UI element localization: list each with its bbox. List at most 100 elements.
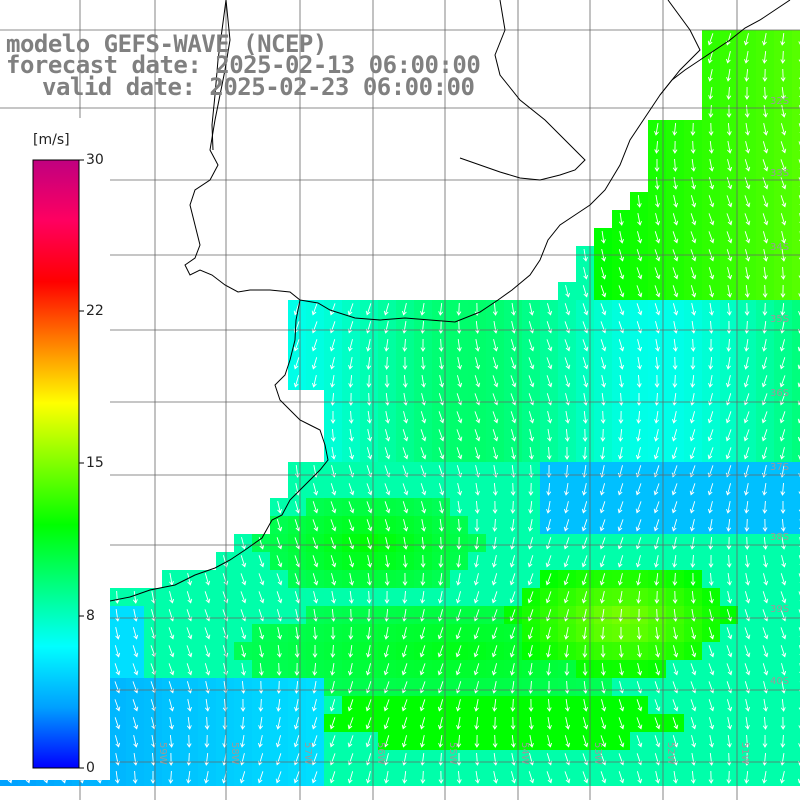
wind-arrow bbox=[690, 717, 697, 730]
wind-arrow bbox=[744, 51, 749, 64]
wind-arrow bbox=[349, 429, 354, 442]
wind-arrow bbox=[204, 627, 211, 640]
wind-arrow bbox=[546, 645, 551, 658]
wind-arrow bbox=[635, 519, 642, 532]
wind-arrow bbox=[689, 411, 696, 424]
wind-arrow bbox=[403, 411, 409, 424]
wind-arrow bbox=[528, 663, 533, 676]
wind-arrow bbox=[456, 554, 462, 568]
wind-arrow bbox=[349, 573, 354, 586]
wind-arrow bbox=[401, 699, 408, 712]
wind-arrow bbox=[672, 392, 678, 406]
wind-arrow bbox=[311, 717, 318, 730]
wind-arrow bbox=[655, 213, 661, 226]
wind-arrow bbox=[726, 357, 731, 370]
wind-arrow bbox=[474, 500, 480, 514]
wind-arrow bbox=[655, 195, 660, 208]
wind-arrow bbox=[582, 285, 589, 298]
wind-arrow bbox=[744, 518, 750, 532]
wind-arrow bbox=[545, 591, 552, 604]
wind-arrow bbox=[564, 428, 570, 442]
wind-arrow bbox=[744, 159, 751, 172]
wind-arrow bbox=[347, 735, 354, 748]
wind-arrow bbox=[690, 645, 697, 658]
wind-arrow bbox=[690, 213, 697, 226]
wind-arrow bbox=[762, 752, 768, 766]
wind-arrow bbox=[617, 483, 624, 496]
wind-arrow bbox=[186, 770, 192, 784]
wind-arrow bbox=[331, 591, 336, 604]
wind-arrow bbox=[600, 662, 606, 676]
wind-arrow bbox=[725, 51, 731, 64]
wind-arrow bbox=[329, 699, 336, 712]
wind-arrow bbox=[491, 555, 497, 568]
wind-arrow bbox=[366, 519, 373, 532]
wind-arrow bbox=[708, 770, 714, 784]
wind-arrow bbox=[311, 375, 317, 388]
wind-arrow bbox=[312, 537, 319, 550]
wind-arrow bbox=[420, 752, 426, 766]
wind-arrow bbox=[707, 429, 714, 442]
wind-arrow bbox=[348, 644, 354, 658]
wind-arrow bbox=[276, 662, 282, 676]
wind-arrow bbox=[781, 663, 787, 676]
wind-arrow bbox=[780, 141, 787, 154]
wind-arrow bbox=[492, 375, 499, 388]
wind-arrow bbox=[582, 644, 588, 658]
wind-arrow bbox=[690, 590, 696, 604]
wind-arrow bbox=[168, 752, 174, 766]
wind-arrow bbox=[419, 645, 426, 658]
colorbar-tick-15: 15 bbox=[86, 455, 104, 471]
wind-arrow bbox=[455, 627, 462, 640]
wind-arrow bbox=[780, 50, 786, 64]
wind-arrow bbox=[708, 338, 714, 352]
wind-cell bbox=[792, 228, 800, 246]
wind-arrow bbox=[780, 627, 787, 640]
wind-arrow bbox=[689, 429, 696, 442]
longitude-label: 52W bbox=[665, 742, 676, 765]
colorbar-unit: [m/s] bbox=[33, 132, 70, 148]
wind-arrow bbox=[311, 339, 318, 352]
coastline bbox=[0, 0, 791, 613]
wind-arrow bbox=[402, 483, 409, 496]
wind-arrow bbox=[492, 482, 498, 496]
wind-arrow bbox=[708, 645, 715, 658]
wind-arrow bbox=[672, 231, 679, 244]
wind-arrow bbox=[637, 645, 642, 658]
wind-arrow bbox=[528, 482, 534, 496]
wind-arrow bbox=[330, 644, 336, 658]
wind-arrow bbox=[528, 339, 535, 352]
wind-arrow bbox=[726, 122, 732, 136]
wind-arrow bbox=[240, 735, 245, 748]
wind-arrow bbox=[420, 590, 426, 604]
wind-arrow bbox=[366, 410, 372, 424]
wind-arrow bbox=[402, 338, 408, 352]
wind-cell bbox=[792, 354, 800, 372]
wind-arrow bbox=[114, 717, 121, 730]
wind-cell bbox=[792, 156, 800, 174]
wind-arrow bbox=[329, 357, 335, 370]
wind-arrow bbox=[473, 591, 480, 604]
wind-arrow bbox=[601, 375, 606, 388]
wind-arrow bbox=[510, 537, 515, 550]
wind-arrow bbox=[689, 447, 696, 460]
wind-arrow bbox=[474, 518, 480, 532]
wind-arrow bbox=[527, 627, 534, 640]
wind-arrow bbox=[726, 195, 733, 208]
wind-arrow bbox=[365, 699, 372, 712]
colorbar-tick-min: 0 bbox=[86, 760, 95, 776]
wind-arrow bbox=[781, 555, 787, 568]
wind-arrow bbox=[329, 339, 336, 352]
wind-arrow bbox=[401, 735, 407, 748]
wind-arrow bbox=[690, 554, 696, 568]
wind-arrow bbox=[762, 716, 768, 730]
wind-arrow bbox=[276, 573, 283, 586]
wind-arrow bbox=[762, 177, 769, 190]
wind-arrow bbox=[348, 357, 353, 370]
wind-arrow bbox=[707, 501, 713, 514]
wind-arrow bbox=[294, 573, 301, 586]
wind-arrow bbox=[690, 122, 696, 136]
wind-arrow bbox=[366, 356, 372, 370]
wind-arrow bbox=[691, 303, 697, 316]
